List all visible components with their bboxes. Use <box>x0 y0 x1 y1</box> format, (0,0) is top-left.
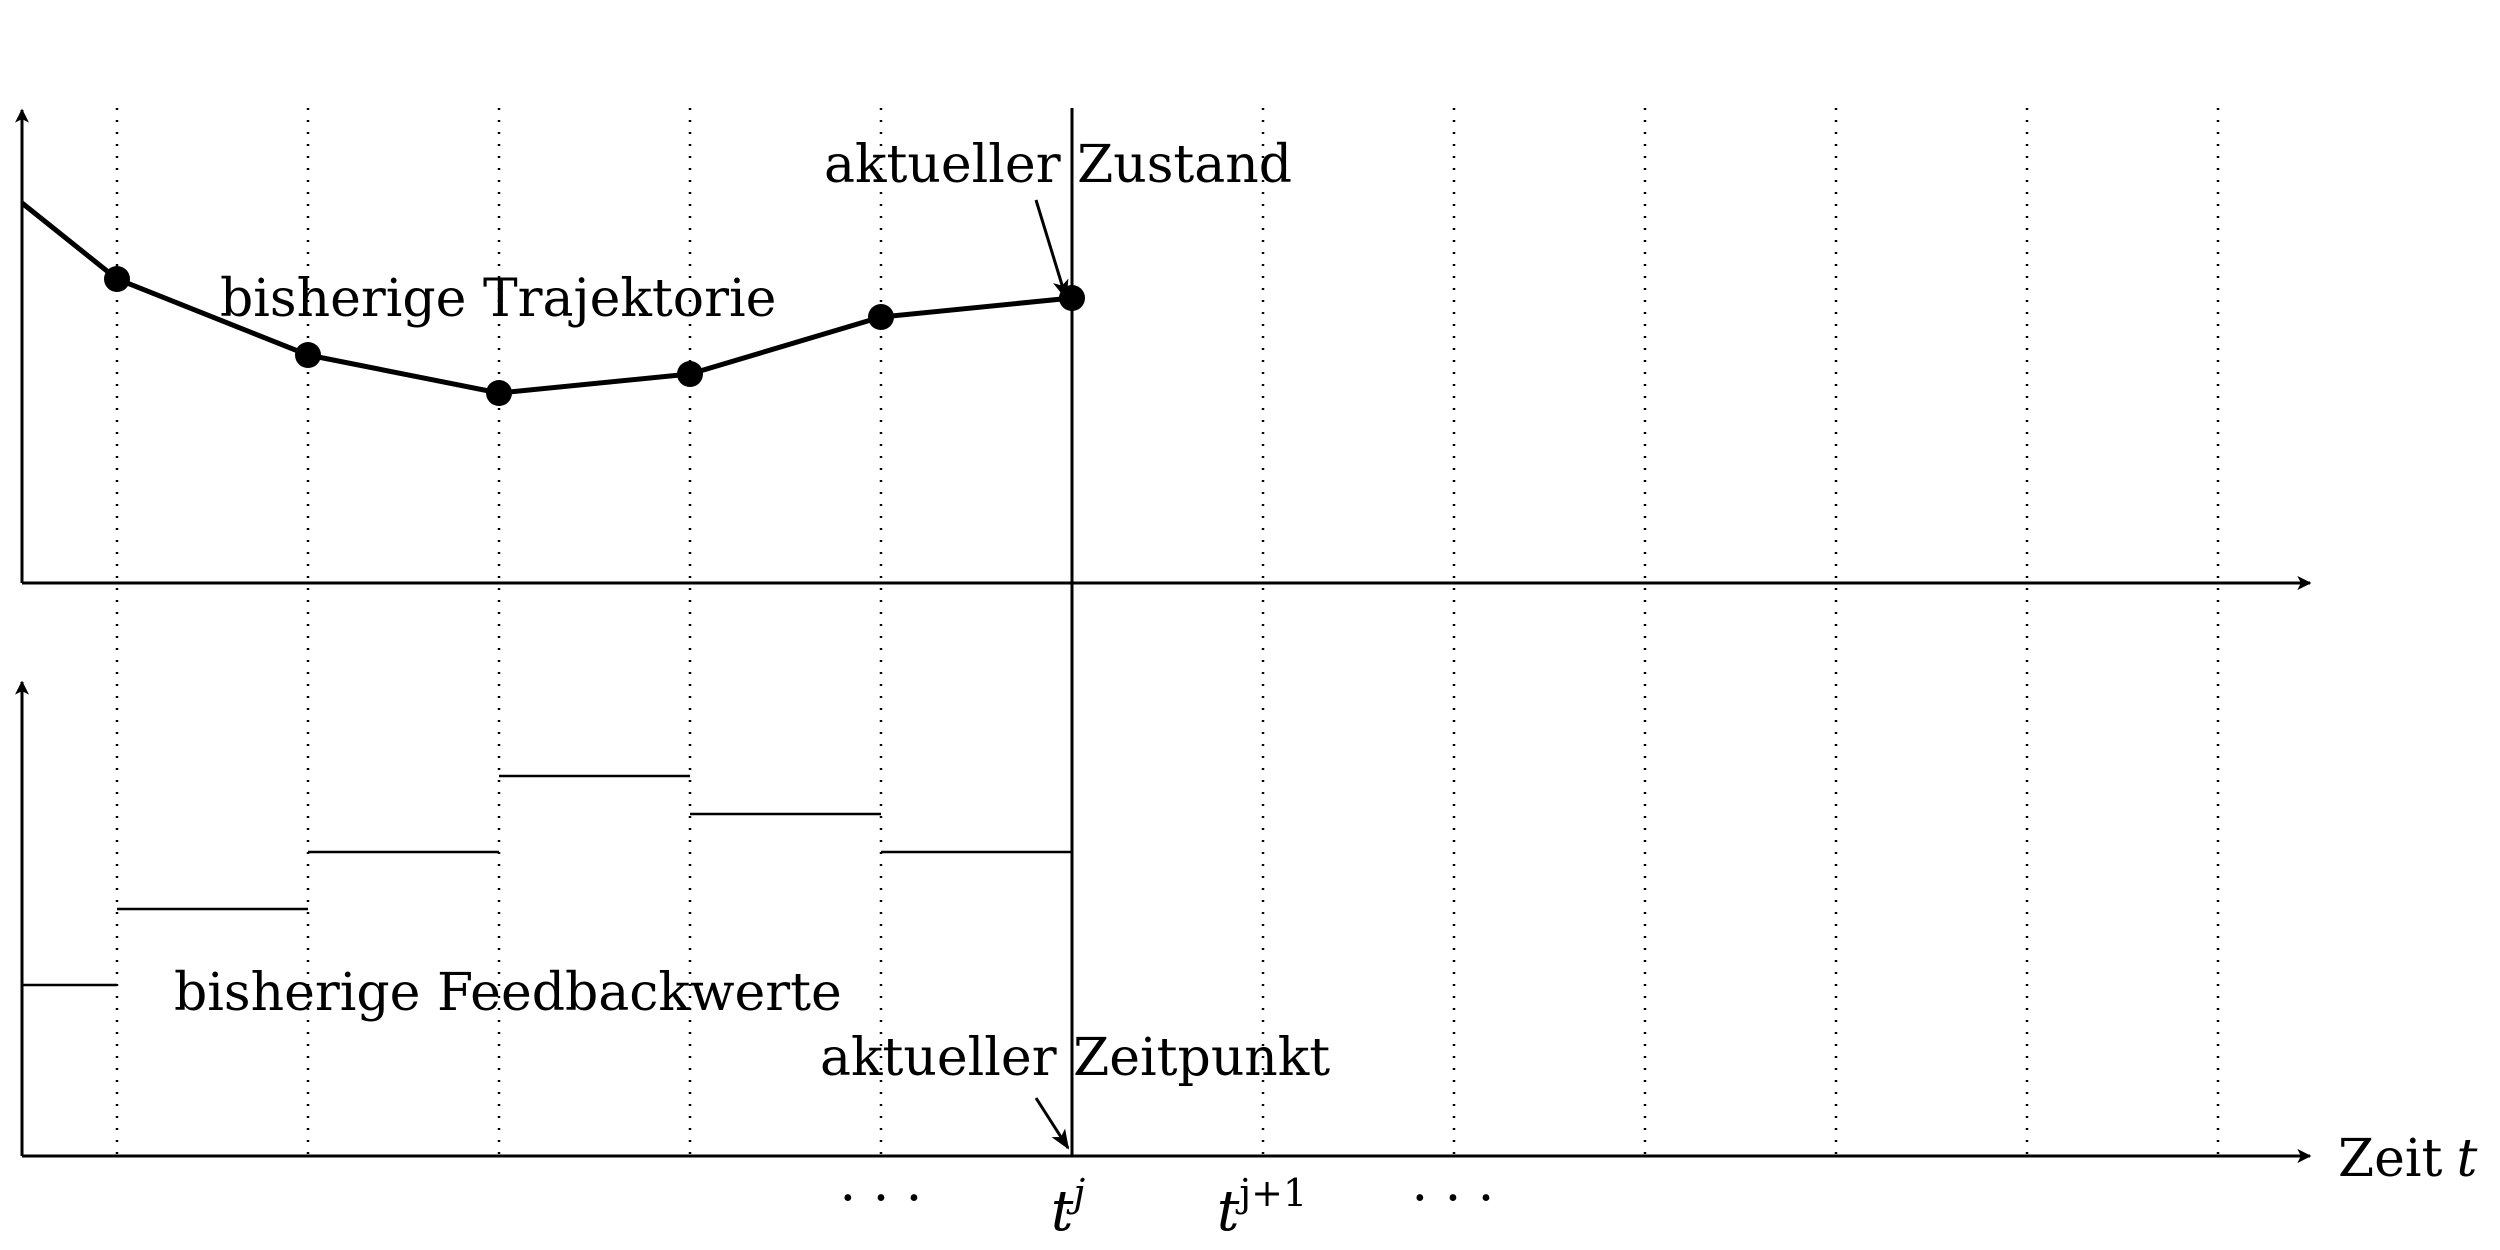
past-trajectory-points <box>104 266 1085 406</box>
trajectory-label: bisherige Trajektorie <box>220 269 776 329</box>
current-time-label: aktueller Zeitpunkt <box>820 1028 1330 1088</box>
current-state-label: aktueller Zustand <box>824 135 1292 195</box>
trajectory-point <box>868 304 894 330</box>
trajectory-point <box>295 342 321 368</box>
tick-ellipsis-right: · · · <box>1412 1169 1495 1229</box>
tick-t-j-plus-1-sup: j+1 <box>1235 1171 1307 1215</box>
tick-t-j-plus-1-base: t <box>1217 1179 1240 1244</box>
feedback-label: bisherige Feedbackwerte <box>174 963 842 1023</box>
trajectory-point <box>677 361 703 387</box>
time-axis-label: Zeit t <box>2338 1129 2477 1189</box>
past-feedback-steps <box>22 774 1072 987</box>
time-axis-word: Zeit <box>2338 1129 2443 1189</box>
tick-t-j-base: t <box>1051 1179 1074 1244</box>
lower-plot-axes <box>15 680 2312 1163</box>
tick-ellipsis-left: · · · <box>840 1169 923 1229</box>
tick-t-j: tj <box>1051 1171 1086 1244</box>
time-axis-symbol: t <box>2456 1129 2477 1189</box>
trajectory-point <box>104 266 130 292</box>
upper-plot-axes <box>15 108 2312 590</box>
trajectory-point <box>486 380 512 406</box>
tick-t-j-plus-1: tj+1 <box>1217 1171 1307 1244</box>
current-time-arrow <box>1034 1097 1070 1150</box>
current-state-arrow <box>1034 199 1069 300</box>
